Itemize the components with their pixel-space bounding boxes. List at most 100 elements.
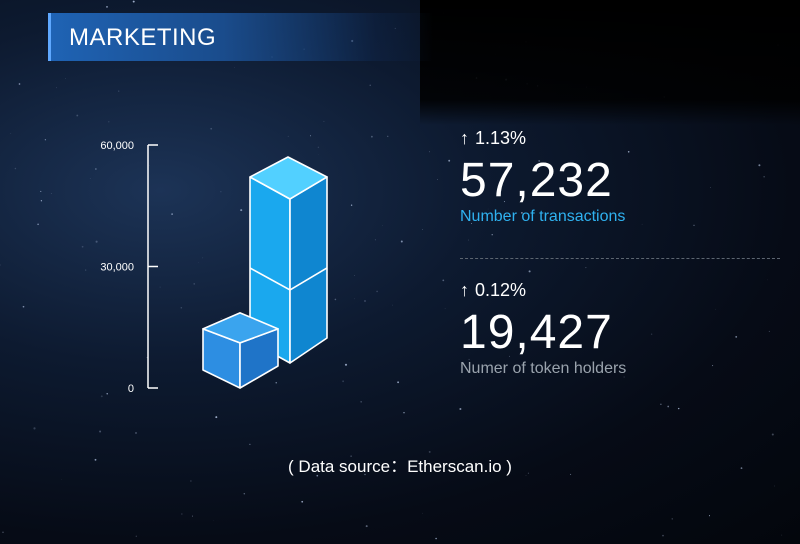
star xyxy=(708,515,711,517)
star xyxy=(316,474,319,477)
star xyxy=(623,376,625,378)
star xyxy=(33,427,36,430)
star xyxy=(37,223,39,226)
star xyxy=(505,214,508,217)
star xyxy=(10,133,12,134)
star xyxy=(641,223,643,225)
star xyxy=(528,270,531,273)
star xyxy=(135,535,137,537)
star xyxy=(693,224,695,226)
star xyxy=(667,405,670,408)
star xyxy=(354,275,355,276)
holders-value: 19,427 xyxy=(460,306,613,359)
star xyxy=(95,240,98,243)
bar-transactions-seam xyxy=(249,267,328,291)
star xyxy=(758,164,761,167)
star xyxy=(342,380,344,383)
star xyxy=(18,83,21,85)
transactions-label: Number of transactions xyxy=(460,208,626,225)
star xyxy=(210,127,213,130)
star xyxy=(202,257,204,259)
star xyxy=(350,455,352,457)
star xyxy=(106,6,108,8)
star xyxy=(503,201,505,203)
star xyxy=(220,191,222,193)
stat-token-holders: ↑ 0.12% 19,427 Numer of token holders xyxy=(460,280,626,378)
star xyxy=(249,443,251,446)
star xyxy=(771,433,774,436)
bar-token-holders-top xyxy=(202,312,279,344)
star xyxy=(243,493,246,495)
star xyxy=(99,430,102,433)
star xyxy=(215,416,218,419)
star xyxy=(301,500,304,503)
star xyxy=(360,401,362,403)
star xyxy=(89,178,91,179)
star xyxy=(334,298,337,301)
star xyxy=(100,395,103,398)
star xyxy=(50,193,52,194)
star xyxy=(287,135,289,137)
star xyxy=(468,358,470,361)
star xyxy=(81,245,84,248)
star xyxy=(40,190,42,192)
star xyxy=(671,518,673,520)
star xyxy=(397,381,400,384)
star xyxy=(448,159,451,162)
star xyxy=(428,450,431,453)
star xyxy=(22,305,25,308)
star xyxy=(442,279,445,282)
star xyxy=(323,120,325,122)
star xyxy=(191,515,193,517)
star xyxy=(403,411,405,414)
star xyxy=(710,186,712,188)
star xyxy=(171,213,173,215)
star xyxy=(400,240,403,243)
star xyxy=(491,234,493,236)
star xyxy=(376,290,378,293)
star xyxy=(275,382,277,384)
star xyxy=(135,432,137,434)
star xyxy=(471,223,472,224)
star xyxy=(650,333,653,335)
star xyxy=(481,217,484,220)
star xyxy=(374,239,376,241)
star xyxy=(369,84,371,86)
star xyxy=(735,335,738,338)
star xyxy=(527,472,529,474)
star xyxy=(364,473,366,476)
stat-transactions: ↑ 1.13% 57,232 Number of transactions xyxy=(460,128,625,226)
star xyxy=(538,159,541,162)
star xyxy=(310,135,311,137)
star xyxy=(422,512,423,514)
star xyxy=(240,209,243,212)
star xyxy=(677,407,680,410)
star xyxy=(65,77,66,79)
star xyxy=(61,479,62,480)
star xyxy=(509,355,510,357)
holders-change-value: 0.12% xyxy=(475,280,527,300)
star xyxy=(525,475,527,476)
y-tick-label: 0 xyxy=(128,383,134,395)
star xyxy=(627,151,630,153)
star xyxy=(193,283,195,285)
star xyxy=(359,469,361,471)
star xyxy=(363,299,367,303)
data-source: ( Data source：Etherscan.io ) xyxy=(288,457,512,476)
y-tick-label: 60,000 xyxy=(100,140,134,152)
arrow-up-icon: ↑ xyxy=(460,280,469,300)
star xyxy=(487,208,489,210)
star xyxy=(2,531,4,534)
star xyxy=(768,330,770,332)
star xyxy=(198,262,199,263)
stats-divider xyxy=(460,258,780,259)
star xyxy=(392,304,393,306)
section-header: MARKETING xyxy=(48,13,433,61)
star xyxy=(118,90,120,92)
star xyxy=(132,0,135,3)
star xyxy=(435,537,437,540)
transactions-value: 57,232 xyxy=(460,154,613,207)
star xyxy=(781,534,783,536)
transactions-change-value: 1.13% xyxy=(475,128,527,148)
